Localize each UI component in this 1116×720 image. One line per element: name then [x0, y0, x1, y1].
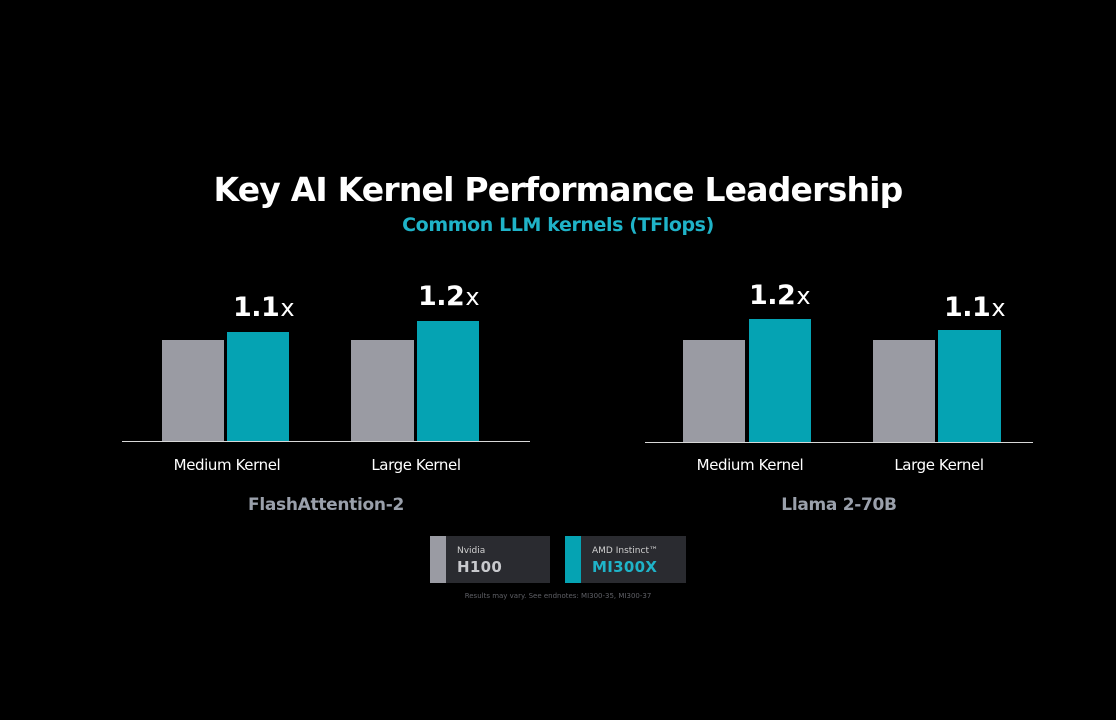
footnote: Results may vary. See endnotes: MI300-35… [464, 592, 652, 600]
legend-swatch-h100 [430, 536, 446, 583]
x-axis-line-flashattention [122, 441, 530, 442]
multiplier-label: 1.1x [233, 292, 295, 323]
multiplier-suffix: x [796, 282, 811, 310]
category-label: Large Kernel [894, 456, 984, 474]
bar-h100-llama-medium [683, 340, 745, 442]
multiplier-value: 1.1 [233, 292, 280, 323]
bar-h100-flashattention-medium [162, 340, 224, 441]
chart-llama-2-70b [558, 280, 1116, 530]
bar-mi300x-llama-large [938, 330, 1001, 442]
multiplier-label: 1.1x [944, 292, 1006, 323]
legend-model: H100 [457, 558, 503, 576]
page-subtitle: Common LLM kernels (TFlops) [402, 214, 714, 236]
bar-mi300x-flashattention-large [417, 321, 479, 441]
bar-h100-llama-large [873, 340, 935, 442]
multiplier-label: 1.2x [749, 280, 811, 311]
x-axis-line-llama [645, 442, 1033, 443]
bar-mi300x-flashattention-medium [227, 332, 289, 441]
legend-model: MI300X [592, 558, 658, 576]
page-title: Key AI Kernel Performance Leadership [213, 170, 904, 209]
chart-group-label: FlashAttention-2 [248, 495, 404, 515]
legend-maker: Nvidia [457, 546, 486, 556]
bar-mi300x-llama-medium [749, 319, 811, 442]
multiplier-value: 1.2 [418, 281, 465, 312]
legend-maker: AMD Instinct™ [592, 546, 658, 556]
category-label: Large Kernel [371, 456, 461, 474]
multiplier-suffix: x [991, 294, 1006, 322]
category-label: Medium Kernel [696, 456, 804, 474]
legend-item-mi300x: AMD Instinct™ MI300X [565, 536, 686, 583]
multiplier-value: 1.2 [749, 280, 796, 311]
category-label: Medium Kernel [173, 456, 281, 474]
multiplier-label: 1.2x [418, 281, 480, 312]
legend-swatch-mi300x [565, 536, 581, 583]
legend-item-h100: Nvidia H100 [430, 536, 550, 583]
bar-h100-flashattention-large [351, 340, 414, 441]
multiplier-value: 1.1 [944, 292, 991, 323]
multiplier-suffix: x [465, 283, 480, 311]
chart-group-label: Llama 2-70B [781, 495, 897, 515]
multiplier-suffix: x [280, 294, 295, 322]
